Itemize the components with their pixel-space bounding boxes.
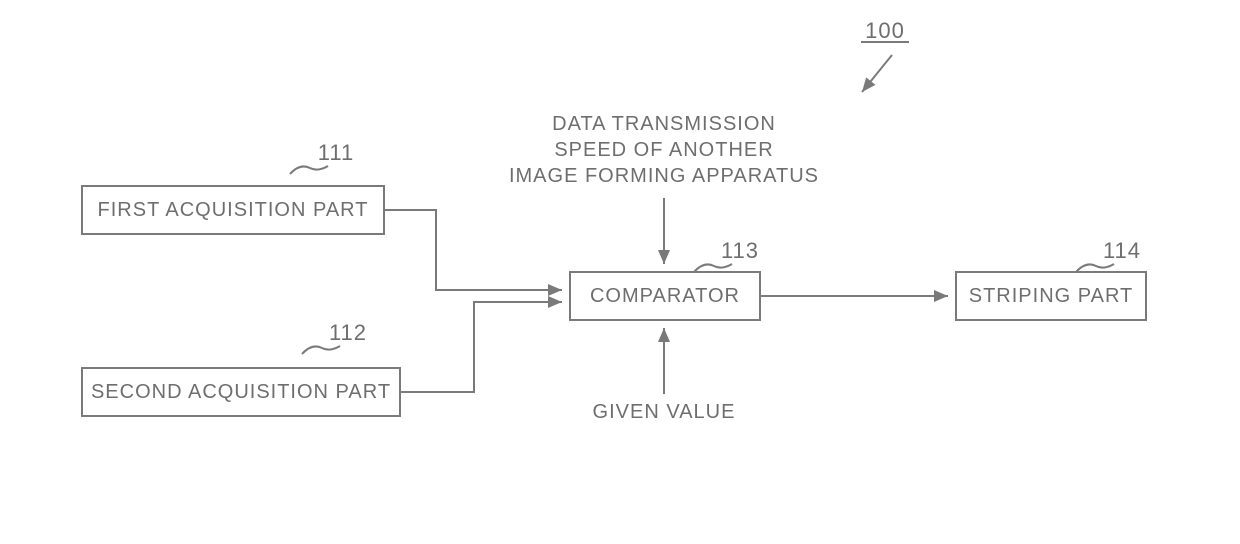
node-second-number: 112 xyxy=(329,320,367,345)
leader-squiggle xyxy=(1076,264,1114,272)
node-first-number: 111 xyxy=(318,140,354,165)
node-strip-number: 114 xyxy=(1103,238,1141,263)
leader-squiggle xyxy=(694,264,732,272)
system-number: 100 xyxy=(865,18,905,43)
node-second-label: SECOND ACQUISITION PART xyxy=(91,381,391,403)
edge xyxy=(384,210,562,290)
node-comp-label: COMPARATOR xyxy=(590,285,740,307)
node-strip-label: STRIPING PART xyxy=(969,285,1134,307)
annotation-bottom: GIVEN VALUE xyxy=(593,401,736,423)
node-comp: COMPARATOR xyxy=(570,272,760,320)
annotation-top-line-0: DATA TRANSMISSION xyxy=(552,113,776,135)
edge xyxy=(400,302,562,392)
node-comp-number: 113 xyxy=(721,238,759,263)
leader-squiggle xyxy=(302,346,340,354)
node-strip: STRIPING PART xyxy=(956,272,1146,320)
leader-squiggle xyxy=(290,166,328,174)
annotation-top-line-1: SPEED OF ANOTHER xyxy=(554,139,773,161)
node-second: SECOND ACQUISITION PART xyxy=(82,368,400,416)
node-first-label: FIRST ACQUISITION PART xyxy=(98,199,369,221)
node-first: FIRST ACQUISITION PART xyxy=(82,186,384,234)
annotation-top-line-2: IMAGE FORMING APPARATUS xyxy=(509,165,819,187)
annotation-top: DATA TRANSMISSION SPEED OF ANOTHER IMAGE F… xyxy=(509,113,819,187)
